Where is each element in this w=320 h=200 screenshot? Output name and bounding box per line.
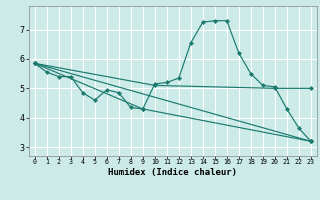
X-axis label: Humidex (Indice chaleur): Humidex (Indice chaleur) — [108, 168, 237, 177]
